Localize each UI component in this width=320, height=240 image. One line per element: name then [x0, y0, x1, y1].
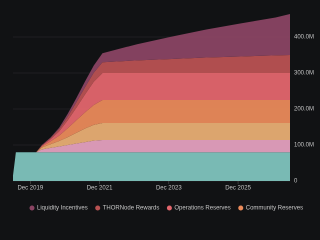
legend-swatch [238, 205, 244, 211]
chart: 0 100.0M 200.0M 300.0M 400.0M Dec 2019 Dec 202… [13, 13, 314, 212]
area [13, 100, 290, 176]
legend-label: Liquidity Incentives [37, 206, 88, 212]
area [13, 123, 290, 176]
legend-swatch [29, 205, 35, 211]
y-tick-label: 0 [294, 179, 298, 185]
legend-label: Community Reserves [246, 206, 303, 212]
x-tick-label: Dec 2025 [225, 186, 251, 192]
area [13, 139, 290, 176]
x-tick-label: Dec 2021 [87, 186, 113, 192]
area [13, 13, 290, 176]
y-tick-label: 200.0M [294, 107, 314, 113]
y-tick-label: 100.0M [294, 143, 314, 149]
area [13, 152, 290, 181]
x-tick-label: Dec 2023 [156, 186, 182, 192]
y-tick-label: 400.0M [294, 35, 314, 41]
legend-swatch [166, 205, 172, 211]
area [13, 73, 290, 176]
x-tick-label: Dec 2019 [17, 186, 43, 192]
legend-swatch [95, 205, 101, 211]
page: {"chart_data": {"type": "stacked-area", … [13, 13, 315, 212]
legend-label: Operations Reserves [174, 206, 230, 212]
y-tick-label: 300.0M [294, 71, 314, 77]
area [13, 55, 290, 176]
legend-label: THORNode Rewards [103, 206, 160, 212]
